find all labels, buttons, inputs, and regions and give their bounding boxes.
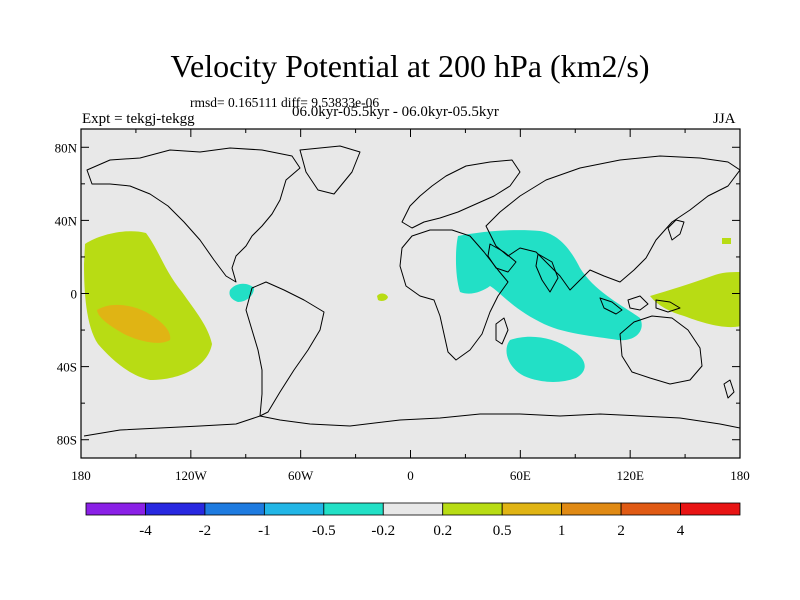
- asia-coast: [485, 155, 740, 291]
- south-america-coast: [245, 281, 325, 417]
- lat-label: 0: [71, 287, 78, 302]
- central-pacific-positive-core: [97, 304, 171, 343]
- colorbar-label: -4: [139, 523, 152, 539]
- asia-indian-ocean-negative: [455, 230, 642, 341]
- africa-coast: [399, 229, 509, 361]
- plot-background: [81, 129, 740, 458]
- lon-label: 120E: [616, 468, 644, 483]
- colorbar-swatch: [442, 502, 503, 516]
- lat-label: 80S: [57, 433, 77, 448]
- madagascar-coast: [495, 317, 509, 345]
- colorbar-swatch: [263, 502, 325, 516]
- east-pacific-negative: [229, 283, 254, 302]
- colorbar-swatch: [204, 502, 265, 516]
- colorbar-swatch: [323, 502, 384, 516]
- west-pacific-positive: [650, 272, 740, 327]
- north-pacific-positive: [722, 238, 731, 244]
- colorbar-swatch: [85, 502, 146, 516]
- arabia-india-coast: [487, 243, 559, 293]
- colorbar: -4 -2 -1 -0.5 -0.2 0.2 0.5 1 2 4: [85, 502, 741, 539]
- stats-line: rmsd= 0.165111 diff= 9.53833e-06: [190, 95, 380, 110]
- colorbar-swatch: [145, 502, 206, 516]
- lat-label: 40S: [57, 360, 77, 375]
- atlantic-positive: [377, 293, 388, 301]
- lon-label: 180: [730, 468, 750, 483]
- australia-coast: [619, 315, 703, 385]
- coastlines: [83, 145, 740, 437]
- lon-label: 60E: [510, 468, 531, 483]
- colorbar-label: 4: [677, 523, 685, 539]
- colorbar-swatch: [382, 502, 444, 516]
- colorbar-swatch: [620, 502, 681, 516]
- new-zealand-coast: [723, 379, 735, 399]
- longitude-axis: 180 120W 60W 0 60E 120E 180: [71, 129, 750, 483]
- japan-coast: [667, 219, 685, 241]
- colorbar-label: -0.2: [371, 523, 395, 539]
- latitude-axis: 80N 40N 0 40S 80S: [55, 140, 740, 448]
- south-indian-ocean-negative: [506, 336, 585, 382]
- season-label: JJA: [713, 111, 736, 127]
- lon-label: 180: [71, 468, 91, 483]
- colorbar-label: 1: [558, 523, 566, 539]
- colorbar-label: -0.5: [312, 523, 336, 539]
- colorbar-label: -1: [258, 523, 271, 539]
- europe-coast: [401, 159, 521, 229]
- colorbar-label: -2: [199, 523, 212, 539]
- antarctica-coast: [83, 413, 740, 437]
- chart-title: Velocity Potential at 200 hPa (km2/s): [170, 48, 650, 84]
- colorbar-swatch: [501, 502, 563, 516]
- colorbar-swatch: [561, 502, 622, 516]
- colorbar-label: 0.5: [493, 523, 512, 539]
- field-layer: [84, 230, 740, 382]
- greenland-coast: [299, 145, 361, 195]
- north-america-coast: [86, 147, 301, 283]
- lon-label: 120W: [175, 468, 208, 483]
- colorbar-label: 2: [617, 523, 625, 539]
- southeast-asia-islands: [599, 295, 681, 315]
- lat-label: 40N: [55, 213, 78, 228]
- experiment-label: Expt = tekgj-tekgg: [82, 111, 195, 127]
- central-pacific-positive: [84, 231, 212, 380]
- colorbar-label: 0.2: [433, 523, 452, 539]
- lat-label: 80N: [55, 140, 78, 155]
- lon-label: 60W: [288, 468, 314, 483]
- lon-label: 0: [407, 468, 414, 483]
- period-label: 06.0kyr-05.5kyr - 06.0kyr-05.5kyr: [292, 104, 499, 120]
- colorbar-swatch: [680, 502, 741, 516]
